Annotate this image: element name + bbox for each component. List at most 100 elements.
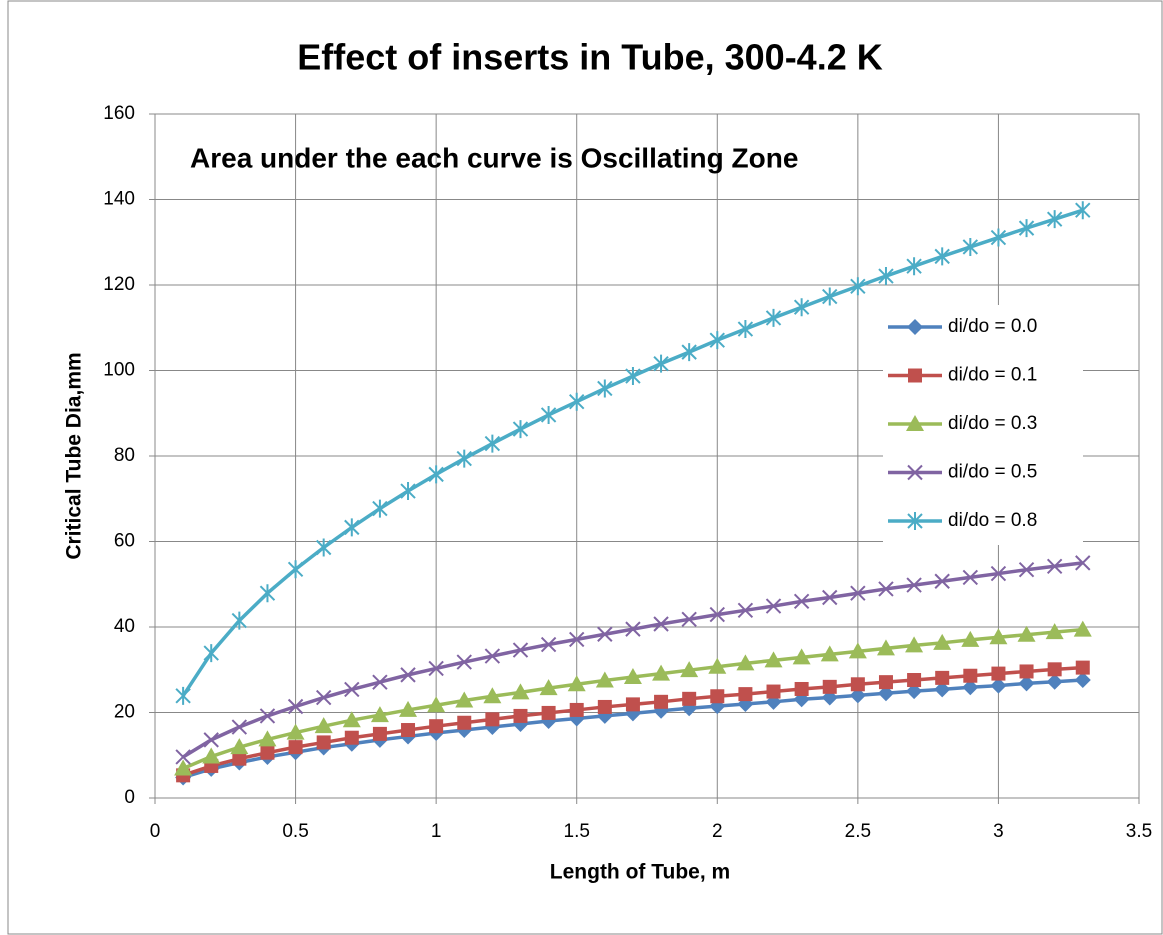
data-point <box>175 749 191 765</box>
data-point <box>625 367 641 386</box>
data-point <box>709 331 725 350</box>
data-point <box>315 689 332 706</box>
data-point <box>793 593 810 610</box>
data-point <box>1073 620 1092 637</box>
data-point <box>680 661 699 678</box>
data-point <box>736 654 755 671</box>
data-point <box>1018 675 1035 692</box>
data-point <box>428 660 444 677</box>
data-point <box>820 645 839 662</box>
data-point <box>203 644 219 663</box>
data-point <box>737 602 754 619</box>
data-point <box>315 538 332 557</box>
data-point <box>765 308 782 327</box>
data-point <box>399 700 418 717</box>
data-point <box>316 735 331 750</box>
data-point <box>286 723 305 740</box>
data-point <box>202 747 221 764</box>
y-tick-label: 160 <box>103 103 135 124</box>
legend-marker <box>906 415 924 431</box>
data-point <box>595 671 614 688</box>
data-point <box>370 706 389 723</box>
data-point <box>456 654 472 670</box>
data-point <box>597 626 613 642</box>
data-point <box>934 247 950 266</box>
x-tick-label: 2 <box>712 821 723 842</box>
data-point <box>231 611 248 630</box>
data-point <box>990 677 1007 694</box>
data-point <box>738 687 753 702</box>
data-point <box>259 584 276 603</box>
data-point <box>230 738 249 755</box>
data-point <box>232 751 247 766</box>
x-tick-label: 0 <box>150 821 161 842</box>
data-point <box>597 379 613 398</box>
data-point <box>933 633 952 650</box>
data-point <box>906 683 923 700</box>
data-point <box>455 691 474 708</box>
data-point <box>764 651 783 668</box>
data-point <box>991 666 1006 681</box>
data-point <box>259 708 276 724</box>
data-point <box>428 465 444 484</box>
data-point <box>710 689 725 704</box>
data-point <box>344 681 360 698</box>
data-point <box>541 705 556 720</box>
data-point <box>1019 664 1034 679</box>
y-tick-label: 140 <box>103 189 135 210</box>
data-point <box>258 730 277 747</box>
legend-label: di/do = 0.8 <box>948 510 1037 531</box>
y-tick-label: 80 <box>114 445 135 466</box>
legend-label: di/do = 0.0 <box>948 316 1037 337</box>
data-point <box>203 732 219 748</box>
data-point <box>878 675 893 690</box>
data-point <box>1018 219 1035 238</box>
data-point <box>907 673 922 688</box>
data-point <box>174 759 193 776</box>
data-point <box>878 581 894 597</box>
data-point <box>681 611 697 628</box>
data-point <box>849 687 866 704</box>
data-point <box>567 675 586 692</box>
data-point <box>372 726 387 741</box>
data-point <box>401 723 416 738</box>
data-point <box>231 719 248 735</box>
legend-label: di/do = 0.1 <box>948 365 1037 386</box>
data-point <box>681 343 697 362</box>
data-point <box>175 686 191 705</box>
data-point <box>1046 558 1063 575</box>
data-point <box>850 277 866 296</box>
data-point <box>934 681 951 698</box>
data-point <box>512 420 529 439</box>
y-tick-label: 20 <box>114 702 135 723</box>
data-point <box>314 717 333 734</box>
data-point <box>822 589 838 606</box>
data-point <box>1046 210 1063 229</box>
x-tick-label: 2.5 <box>845 821 871 842</box>
y-tick-label: 40 <box>114 616 135 637</box>
data-point <box>850 677 865 692</box>
x-tick-label: 1 <box>431 821 442 842</box>
data-point <box>1075 201 1091 220</box>
data-point <box>989 628 1008 645</box>
data-point <box>372 674 388 690</box>
y-tick-label: 100 <box>103 360 135 381</box>
data-point <box>429 719 444 734</box>
data-point <box>934 573 950 589</box>
data-point <box>513 708 528 723</box>
data-point <box>906 257 922 276</box>
y-tick-label: 120 <box>103 274 135 295</box>
data-point <box>569 631 585 648</box>
data-point <box>876 639 895 656</box>
data-point <box>682 691 697 706</box>
data-point <box>708 657 727 674</box>
data-point <box>794 681 809 696</box>
data-point <box>878 267 894 286</box>
data-point <box>653 354 669 373</box>
annotation: Area under the each curve is Oscillating… <box>190 142 798 173</box>
data-point <box>540 636 557 653</box>
data-point <box>793 298 810 317</box>
data-point <box>511 683 530 700</box>
data-point <box>990 565 1007 582</box>
